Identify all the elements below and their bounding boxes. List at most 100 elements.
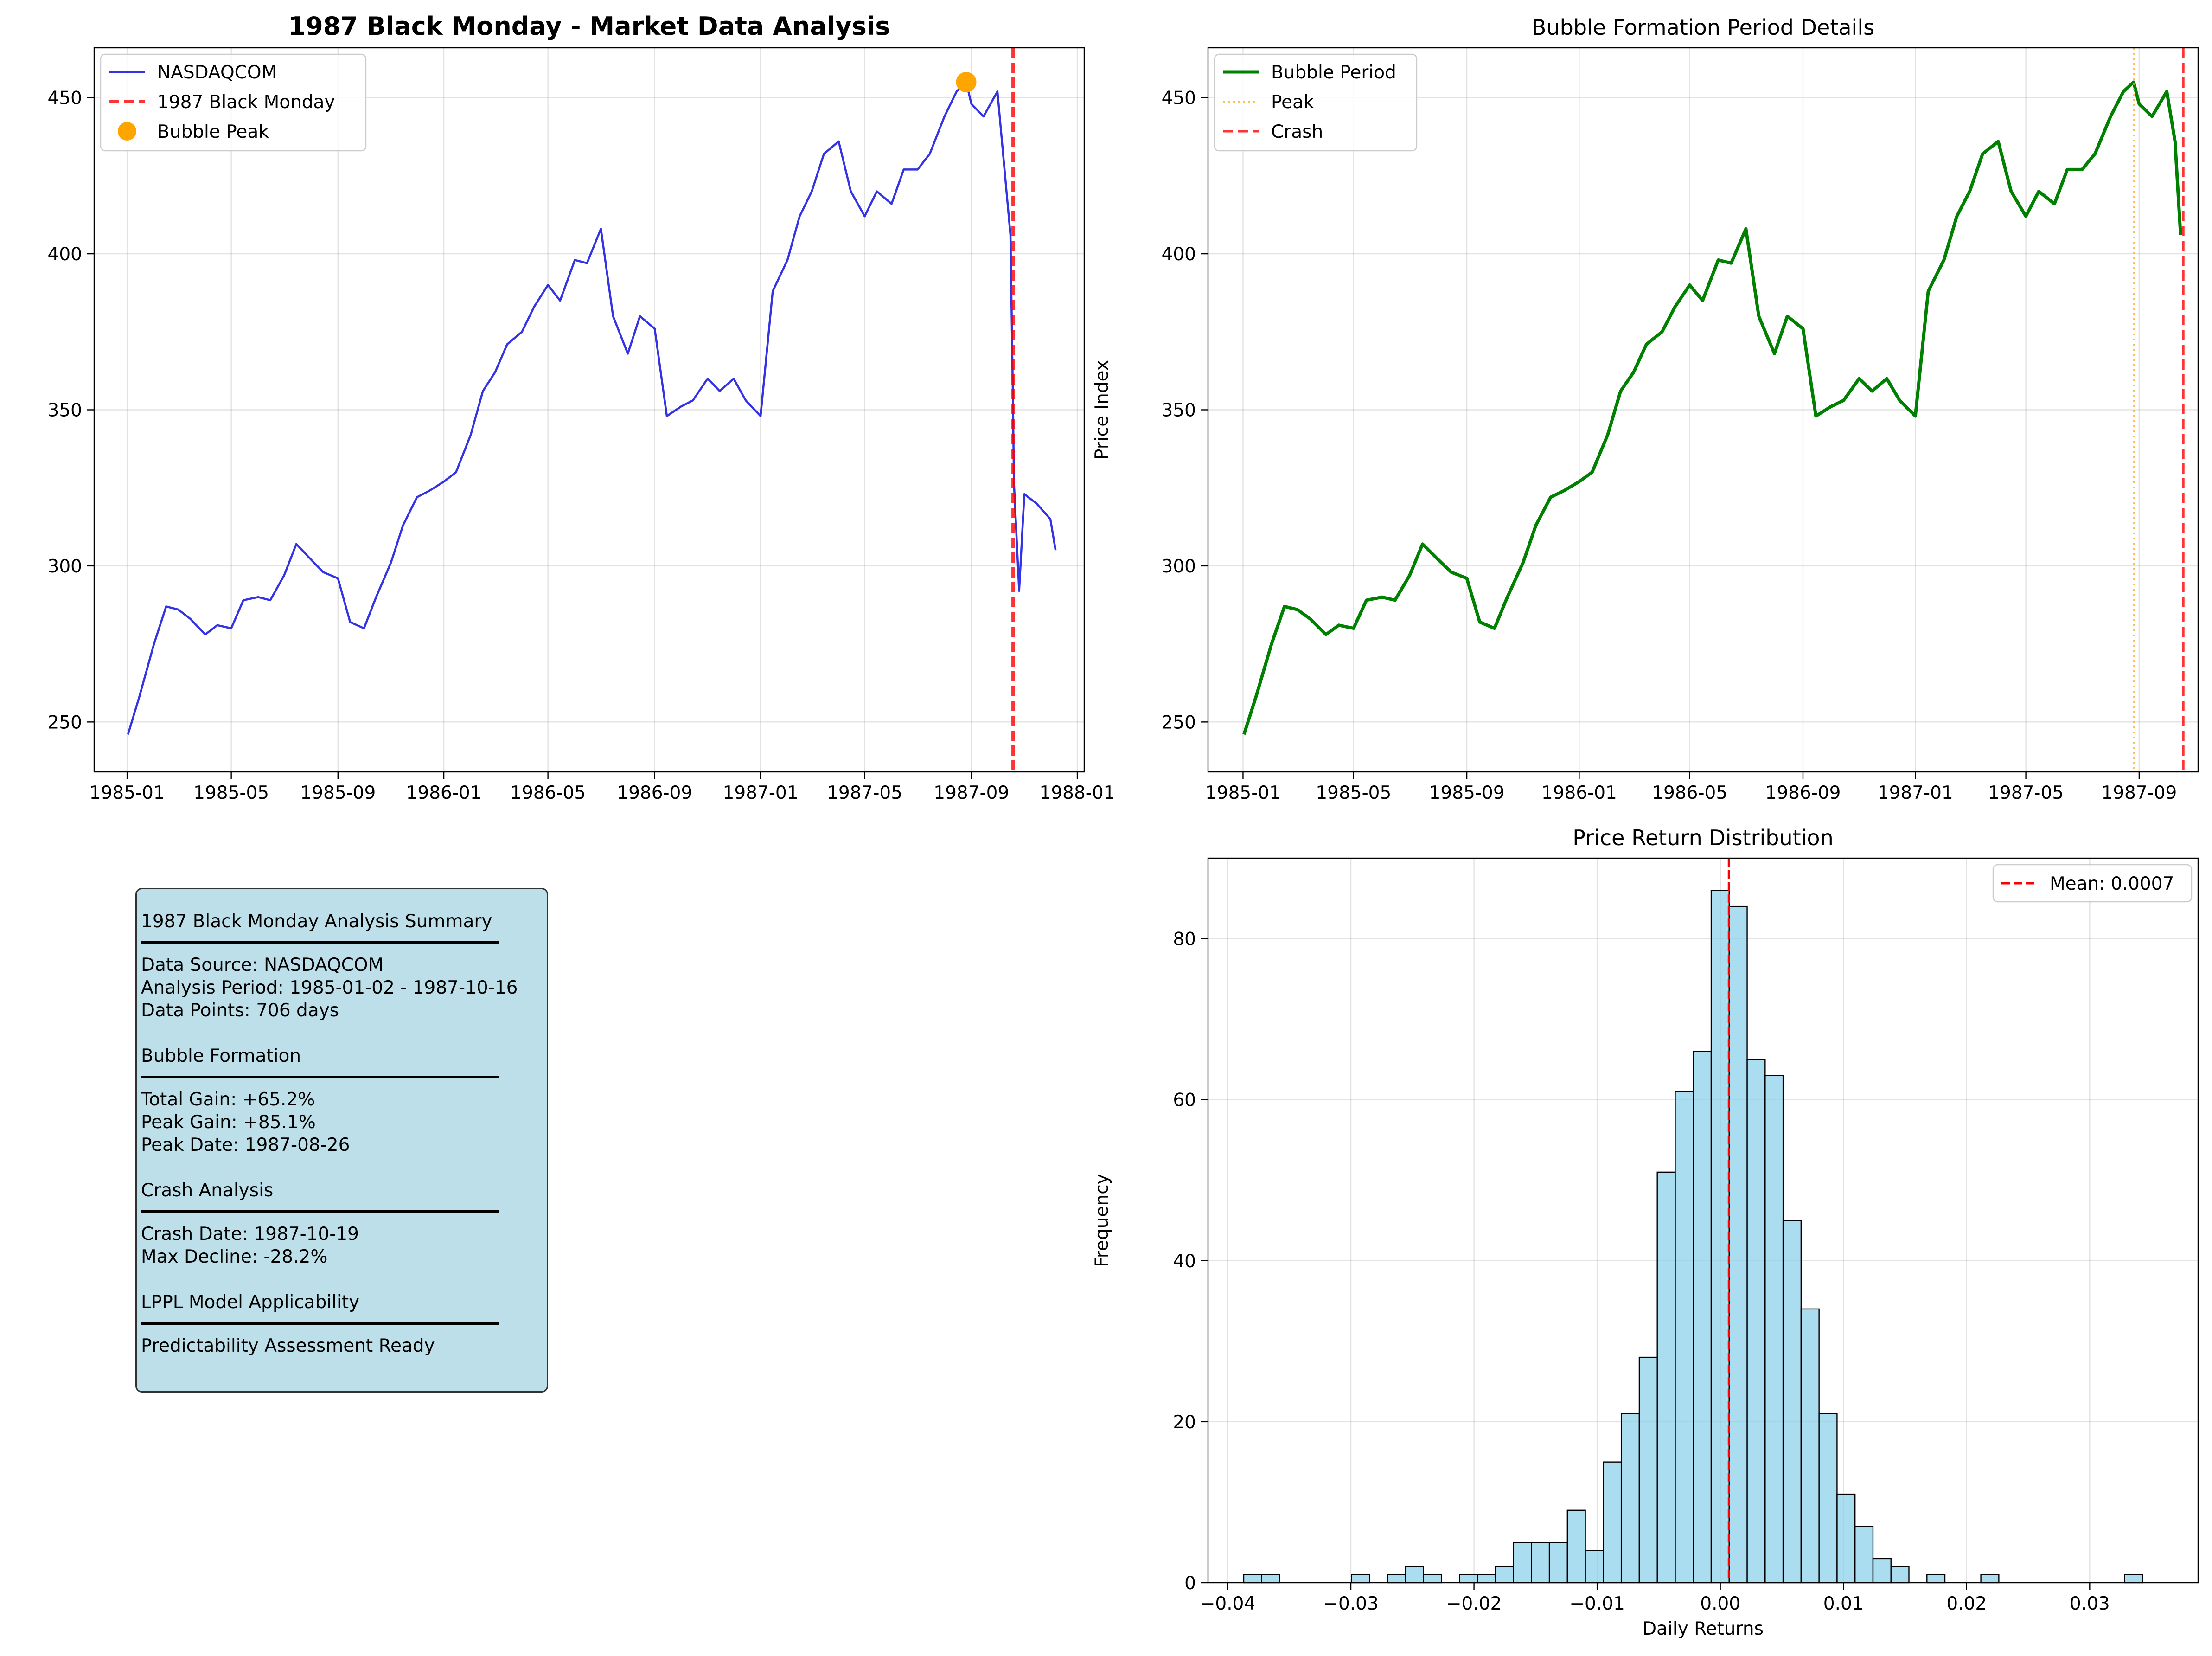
- histogram-bar: [1638, 1356, 1658, 1584]
- y-tick-label: 80: [1173, 929, 1196, 950]
- plot-area: [1242, 48, 2185, 772]
- y-tick-label: 300: [1162, 556, 1196, 577]
- x-tick-label: 1987-09: [933, 783, 1009, 803]
- bubble-peak-marker: [956, 72, 977, 93]
- histogram-bar: [1423, 1574, 1442, 1584]
- histogram-bar: [1405, 1566, 1424, 1584]
- y-tick-label: 450: [1162, 88, 1196, 109]
- histogram-bar: [1693, 1051, 1712, 1584]
- plot-frame: [93, 47, 1085, 773]
- histogram-bar: [1854, 1526, 1874, 1584]
- x-tick-label: 1987-05: [1988, 783, 2064, 803]
- histogram-bar: [1746, 1059, 1766, 1584]
- y-tick-label: 350: [48, 400, 82, 421]
- x-tick-label: −0.03: [1323, 1593, 1379, 1614]
- summary-divider: [141, 1322, 499, 1325]
- histogram-bar: [1926, 1574, 1946, 1584]
- legend-box: [1992, 864, 2193, 903]
- summary-divider: [141, 941, 499, 944]
- plot-frame: [1207, 857, 2199, 1584]
- x-tick-label: 0.01: [1823, 1593, 1864, 1614]
- y-tick-label: 400: [48, 244, 82, 265]
- y-tick-label: 0: [1184, 1573, 1196, 1594]
- y-tick-label: 300: [48, 556, 82, 577]
- histogram-bar: [1782, 1220, 1802, 1584]
- chart-title: 1987 Black Monday - Market Data Analysis: [288, 12, 890, 41]
- x-tick-label: 1986-09: [1765, 783, 1841, 803]
- histogram-bar: [1603, 1461, 1622, 1584]
- legend-box: [1214, 53, 1418, 152]
- histogram-bar: [1764, 1075, 1784, 1584]
- legend-label: Peak: [1271, 92, 1314, 113]
- x-tick-label: 1987-01: [723, 783, 799, 803]
- summary-text: 1987 Black Monday Analysis Summary Data …: [141, 910, 549, 1357]
- x-tick-label: 1985-01: [1205, 783, 1281, 803]
- summary-assessment: Predictability Assessment Ready: [141, 1335, 435, 1356]
- summary-bubble-heading: Bubble Formation: [141, 1046, 301, 1066]
- summary-max-decline: Max Decline: -28.2%: [141, 1246, 328, 1267]
- x-tick-label: 1985-05: [1316, 783, 1391, 803]
- y-tick-label: 60: [1173, 1090, 1196, 1111]
- x-tick-label: −0.04: [1200, 1593, 1256, 1614]
- x-tick-label: 1986-09: [617, 783, 692, 803]
- histogram-bar: [1495, 1566, 1514, 1584]
- y-tick-label: 350: [1162, 400, 1196, 421]
- x-tick-label: −0.01: [1569, 1593, 1625, 1614]
- x-tick-label: 0.03: [2070, 1593, 2110, 1614]
- histogram-bar: [1585, 1550, 1604, 1584]
- histogram-bar: [1818, 1413, 1838, 1584]
- histogram-bar: [1531, 1542, 1550, 1584]
- y-tick-label: 20: [1173, 1412, 1196, 1433]
- histogram-bar: [1890, 1566, 1910, 1584]
- plot-area: [127, 48, 1057, 772]
- summary-box: [135, 888, 548, 1393]
- x-tick-label: 1988-01: [1040, 783, 1115, 803]
- summary-crash-heading: Crash Analysis: [141, 1180, 274, 1201]
- histogram-panel: −0.04 −0.03 −0.02 −0.01 0.00 0.01 0.02 0.03 0 20 4…: [1092, 825, 2199, 1639]
- x-tick-label: 1986-01: [406, 783, 482, 803]
- x-tick-label: 1985-09: [1429, 783, 1505, 803]
- legend-label: Bubble Peak: [157, 122, 269, 142]
- summary-points: Data Points: 706 days: [141, 1000, 339, 1021]
- summary-total-gain: Total Gain: +65.2%: [141, 1089, 315, 1110]
- histogram-bar: [1728, 905, 1748, 1584]
- summary-period: Analysis Period: 1985-01-02 - 1987-10-16: [141, 977, 518, 998]
- legend-swatch: [118, 122, 136, 141]
- x-tick-label: 1986-05: [510, 783, 586, 803]
- x-tick-label: 1985-09: [300, 783, 376, 803]
- summary-divider: [141, 1210, 499, 1213]
- x-axis-label: Daily Returns: [1643, 1618, 1764, 1639]
- histogram-bar: [1243, 1574, 1262, 1584]
- legend-label: Bubble Period: [1271, 62, 1396, 83]
- summary-lppl-heading: LPPL Model Applicability: [141, 1292, 360, 1313]
- x-tick-label: 1985-05: [193, 783, 269, 803]
- plot-frame: [1207, 47, 2199, 773]
- histogram-bar: [1710, 890, 1730, 1584]
- histogram-bar: [1261, 1574, 1280, 1584]
- x-tick-label: 1985-01: [90, 783, 165, 803]
- x-tick-label: 1986-01: [1541, 783, 1617, 803]
- y-tick-label: 250: [48, 712, 82, 733]
- x-tick-label: −0.02: [1446, 1593, 1502, 1614]
- histogram-bar: [1675, 1091, 1694, 1584]
- x-tick-label: 1986-05: [1652, 783, 1727, 803]
- y-tick-label: 450: [48, 88, 82, 109]
- histogram-bar: [1548, 1542, 1568, 1584]
- legend-label: Crash: [1271, 122, 1323, 142]
- chart-title: Bubble Formation Period Details: [1532, 15, 1874, 40]
- summary-peak-gain: Peak Gain: +85.1%: [141, 1112, 316, 1133]
- histogram-bar: [1656, 1171, 1676, 1584]
- legend-box: [100, 53, 367, 152]
- histogram-bar: [1566, 1509, 1586, 1584]
- series-line-bubble-period: [1242, 80, 2182, 735]
- legend-label: Mean: 0.0007: [2050, 873, 2174, 894]
- chart-title: Price Return Distribution: [1573, 825, 1833, 850]
- histogram-bar: [1351, 1574, 1370, 1584]
- summary-crash-date: Crash Date: 1987-10-19: [141, 1224, 359, 1245]
- histogram-bar: [1980, 1574, 2000, 1584]
- x-tick-label: 0.00: [1700, 1593, 1740, 1614]
- y-tick-label: 40: [1173, 1251, 1196, 1272]
- summary-peak-date: Peak Date: 1987-08-26: [141, 1135, 350, 1155]
- y-axis-label: Frequency: [1092, 1174, 1112, 1267]
- histogram-bar: [1620, 1413, 1640, 1584]
